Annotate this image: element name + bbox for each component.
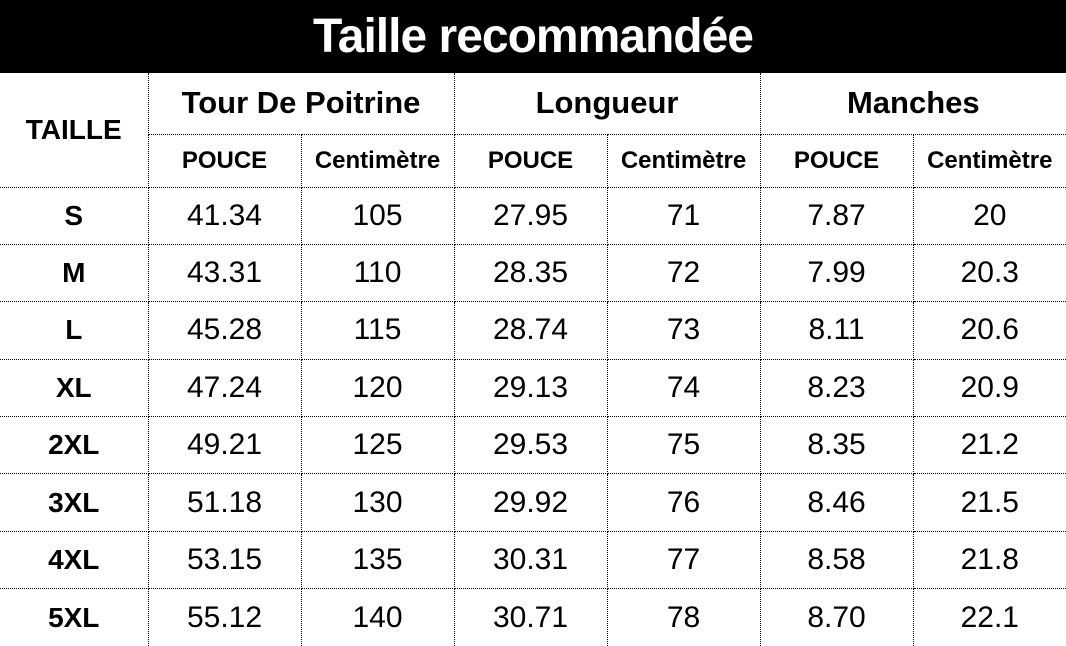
- value-cell: 7.99: [759, 243, 914, 303]
- value-cell: 8.35: [759, 415, 914, 475]
- size-chart-table: TAILLE Tour De Poitrine Longueur Manches…: [0, 73, 1066, 646]
- unit-header-length-inch: POUCE: [453, 133, 608, 188]
- table-row-m: M 43.31 110 28.35 72 7.99 20.3: [0, 243, 1066, 303]
- table-row-2xl: 2XL 49.21 125 29.53 75 8.35 21.2: [0, 415, 1066, 475]
- value-cell: 29.92: [453, 473, 608, 532]
- value-cell: 140: [300, 588, 455, 646]
- size-label: L: [0, 301, 149, 360]
- table-row-5xl: 5XL 55.12 140 30.71 78 8.70 22.1: [0, 588, 1066, 646]
- value-cell: 21.8: [912, 530, 1066, 590]
- size-label: 3XL: [0, 473, 149, 532]
- value-cell: 71: [606, 186, 761, 245]
- value-cell: 8.58: [759, 530, 914, 590]
- value-cell: 20: [912, 186, 1066, 245]
- value-cell: 135: [300, 530, 455, 590]
- value-cell: 74: [606, 358, 761, 418]
- value-cell: 125: [300, 415, 455, 475]
- value-cell: 78: [606, 588, 761, 646]
- value-cell: 55.12: [147, 588, 302, 646]
- size-label: 4XL: [0, 530, 149, 590]
- value-cell: 51.18: [147, 473, 302, 532]
- value-cell: 105: [300, 186, 455, 245]
- title-banner: Taille recommandée: [0, 0, 1066, 73]
- value-cell: 47.24: [147, 358, 302, 418]
- value-cell: 8.11: [759, 301, 914, 360]
- value-cell: 43.31: [147, 243, 302, 303]
- value-cell: 20.9: [912, 358, 1066, 418]
- value-cell: 41.34: [147, 186, 302, 245]
- value-cell: 49.21: [147, 415, 302, 475]
- value-cell: 45.28: [147, 301, 302, 360]
- value-cell: 21.5: [912, 473, 1066, 532]
- size-label: XL: [0, 358, 149, 418]
- size-label: M: [0, 243, 149, 303]
- size-label: S: [0, 186, 149, 245]
- value-cell: 130: [300, 473, 455, 532]
- value-cell: 20.6: [912, 301, 1066, 360]
- value-cell: 73: [606, 301, 761, 360]
- unit-header-sleeves-inch: POUCE: [759, 133, 914, 188]
- table-row-s: S 41.34 105 27.95 71 7.87 20: [0, 186, 1066, 245]
- unit-header-length-cm: Centimètre: [606, 133, 761, 188]
- unit-header-row: POUCE Centimètre POUCE Centimètre POUCE …: [0, 133, 1066, 188]
- column-header-taille: TAILLE: [0, 73, 149, 188]
- value-cell: 27.95: [453, 186, 608, 245]
- unit-header-sleeves-cm: Centimètre: [912, 133, 1066, 188]
- value-cell: 110: [300, 243, 455, 303]
- table-row-3xl: 3XL 51.18 130 29.92 76 8.46 21.5: [0, 473, 1066, 532]
- value-cell: 21.2: [912, 415, 1066, 475]
- unit-header-chest-cm: Centimètre: [300, 133, 455, 188]
- value-cell: 76: [606, 473, 761, 532]
- value-cell: 7.87: [759, 186, 914, 245]
- value-cell: 29.13: [453, 358, 608, 418]
- table-row-xl: XL 47.24 120 29.13 74 8.23 20.9: [0, 358, 1066, 418]
- column-group-length: Longueur: [453, 73, 761, 135]
- value-cell: 28.74: [453, 301, 608, 360]
- group-header-row: TAILLE Tour De Poitrine Longueur Manches: [0, 73, 1066, 188]
- size-label: 2XL: [0, 415, 149, 475]
- value-cell: 53.15: [147, 530, 302, 590]
- table-row-l: L 45.28 115 28.74 73 8.11 20.6: [0, 301, 1066, 360]
- value-cell: 8.70: [759, 588, 914, 646]
- unit-header-chest-inch: POUCE: [147, 133, 302, 188]
- column-group-chest: Tour De Poitrine: [147, 73, 455, 135]
- value-cell: 72: [606, 243, 761, 303]
- value-cell: 30.71: [453, 588, 608, 646]
- size-label: 5XL: [0, 588, 149, 646]
- value-cell: 30.31: [453, 530, 608, 590]
- value-cell: 115: [300, 301, 455, 360]
- value-cell: 8.46: [759, 473, 914, 532]
- value-cell: 120: [300, 358, 455, 418]
- value-cell: 77: [606, 530, 761, 590]
- value-cell: 75: [606, 415, 761, 475]
- page-title: Taille recommandée: [313, 10, 754, 63]
- column-group-sleeves: Manches: [759, 73, 1066, 135]
- value-cell: 20.3: [912, 243, 1066, 303]
- value-cell: 28.35: [453, 243, 608, 303]
- value-cell: 8.23: [759, 358, 914, 418]
- value-cell: 22.1: [912, 588, 1066, 646]
- table-row-4xl: 4XL 53.15 135 30.31 77 8.58 21.8: [0, 530, 1066, 590]
- value-cell: 29.53: [453, 415, 608, 475]
